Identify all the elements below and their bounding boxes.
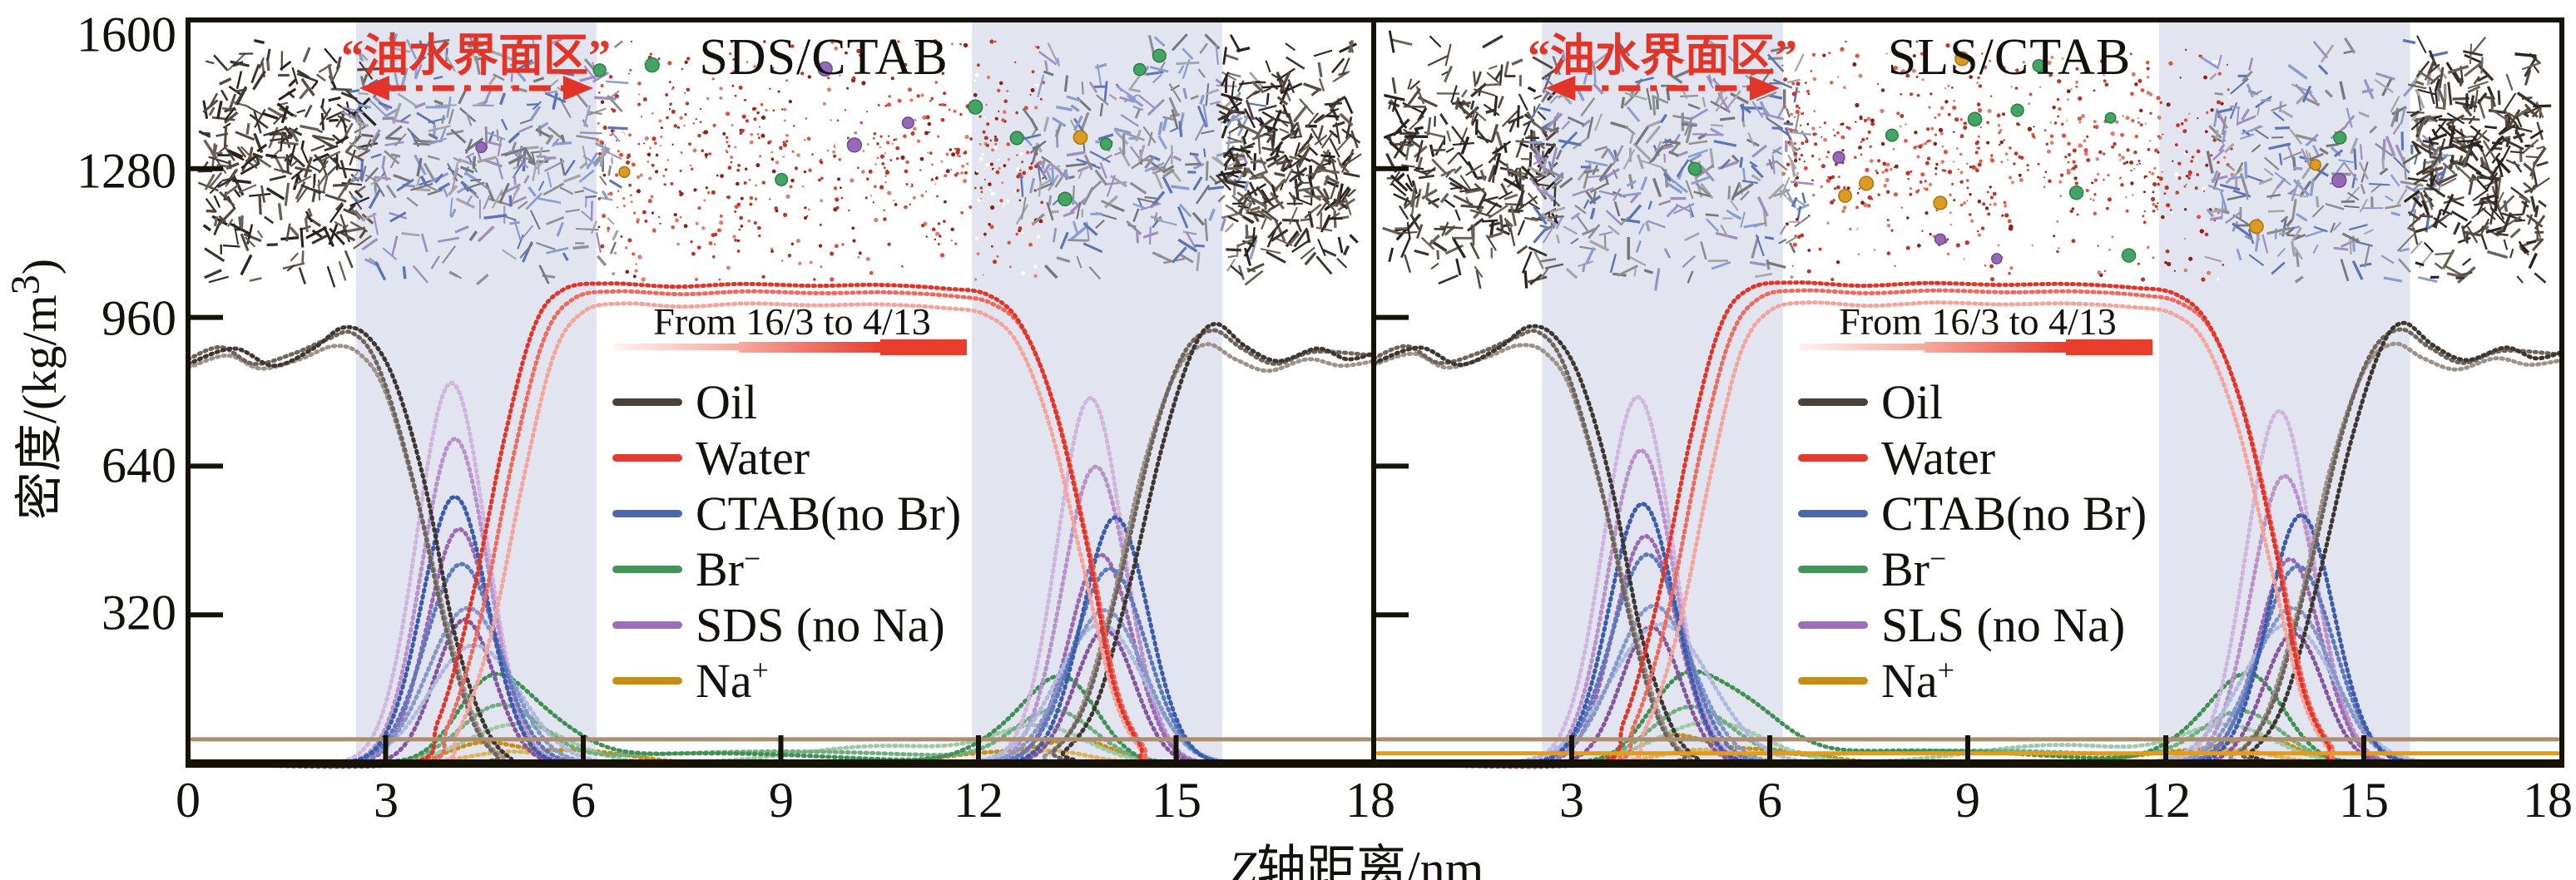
gradient-bar-segment	[2066, 339, 2152, 355]
ratio-gradient-label-left: From 16/3 to 4/13	[653, 300, 931, 343]
legend-item-ctab: CTAB(no Br)	[1798, 486, 2147, 541]
gradient-bar-segment	[880, 339, 967, 355]
legend-left-panel: Oil Water CTAB(no Br) Br− SDS (no Na) Na…	[612, 374, 961, 709]
water-line-swatch	[1798, 454, 1868, 462]
legend-label: Br−	[696, 541, 761, 596]
panel-title-left: SDS/CTAB	[699, 29, 949, 86]
legend-label: Oil	[696, 375, 758, 429]
ratio-gradient-bar-left	[614, 336, 967, 358]
y-tick-label: 1280	[77, 143, 176, 199]
legend-item-oil: Oil	[612, 374, 961, 430]
legend-label: Br−	[1881, 541, 1947, 596]
legend-item-oil: Oil	[1798, 374, 2147, 430]
x-tick-label: 12	[954, 773, 1003, 828]
x-tick-label: 0	[176, 773, 201, 828]
y-tick-label: 960	[102, 290, 176, 346]
water-line-swatch	[612, 454, 682, 462]
gradient-bar-segment	[1800, 344, 1925, 350]
legend-label: SDS (no Na)	[696, 598, 945, 652]
legend-label: Water	[1881, 431, 1996, 485]
legend-item-sls: SLS (no Na)	[1798, 597, 2147, 653]
x-tick-label: 3	[1559, 773, 1584, 828]
panel-title-right: SLS/CTAB	[1887, 29, 2132, 86]
legend-label: Oil	[1881, 375, 1944, 429]
legend-item-sds: SDS (no Na)	[612, 597, 961, 653]
x-axis-line	[186, 759, 2564, 768]
legend-label: Na+	[696, 653, 769, 708]
interface-annotation-left: “油水界面区”	[341, 31, 611, 81]
x-tick-label: 6	[1757, 773, 1782, 828]
legend-item-water: Water	[612, 430, 961, 486]
legend-label: Na+	[1881, 653, 1954, 708]
gradient-bar-segment	[739, 341, 880, 353]
y-tick-label: 320	[102, 585, 176, 640]
legend-label: CTAB(no Br)	[1881, 487, 2147, 541]
interface-band	[972, 22, 1222, 764]
gradient-bar-segment	[614, 344, 739, 350]
interface-arrow	[359, 76, 593, 101]
gradient-bar-segment	[1925, 341, 2066, 353]
x-tick-label: 9	[1955, 773, 1980, 828]
x-tick-label: 12	[2141, 773, 2191, 828]
interface-annotation-right: “油水界面区”	[1528, 31, 1797, 81]
x-axis-title: Z轴距离/nm	[1229, 828, 1484, 880]
legend-label: SLS (no Na)	[1881, 598, 2126, 652]
x-tick-label: 9	[769, 773, 794, 828]
legend-item-water: Water	[1798, 430, 2147, 486]
x-axis-title-text: 轴距离/nm	[1256, 842, 1484, 880]
md-snapshot	[197, 32, 1362, 288]
interface-band	[2159, 22, 2410, 764]
y-tick-label: 640	[102, 438, 176, 493]
na-line-swatch	[612, 677, 682, 685]
legend-label: Water	[696, 431, 810, 485]
x-tick-label: 18	[1345, 773, 1395, 828]
x-tick-label: 6	[571, 773, 596, 828]
sls-line-swatch	[1798, 621, 1868, 629]
y-tick-label: 1600	[77, 7, 176, 62]
ctab-line-swatch	[1798, 510, 1868, 517]
x-tick-label: 15	[1152, 773, 1201, 828]
oil-line-swatch	[1798, 398, 1868, 406]
legend-item-ctab: CTAB(no Br)	[612, 486, 961, 541]
br-line-swatch	[612, 566, 682, 573]
x-tick-label: 15	[2339, 773, 2389, 828]
interface-arrow	[1545, 76, 1780, 101]
legend-item-na: Na+	[612, 653, 961, 709]
y-axis-title-suffix: )	[12, 258, 67, 275]
na-line-swatch	[1798, 677, 1868, 685]
br-line-swatch	[1798, 566, 1868, 573]
interface-band	[1542, 22, 1783, 764]
sds-line-swatch	[612, 621, 682, 629]
legend-item-br: Br−	[612, 541, 961, 597]
legend-label: CTAB(no Br)	[696, 487, 962, 541]
legend-right-panel: Oil Water CTAB(no Br) Br− SLS (no Na) Na…	[1798, 374, 2147, 709]
ratio-gradient-bar-right	[1800, 336, 2152, 358]
axis-ticks	[1376, 166, 2366, 762]
x-tick-label: 3	[374, 773, 399, 828]
x-tick-label: 18	[2523, 773, 2573, 828]
oil-line-swatch	[612, 398, 682, 406]
ctab-line-swatch	[612, 510, 682, 517]
ratio-gradient-label-right: From 16/3 to 4/13	[1839, 300, 2117, 343]
axis-ticks	[191, 166, 1179, 762]
legend-item-br: Br−	[1798, 541, 2147, 597]
legend-item-na: Na+	[1798, 653, 2147, 709]
x-axis-title-z: Z	[1228, 842, 1257, 880]
